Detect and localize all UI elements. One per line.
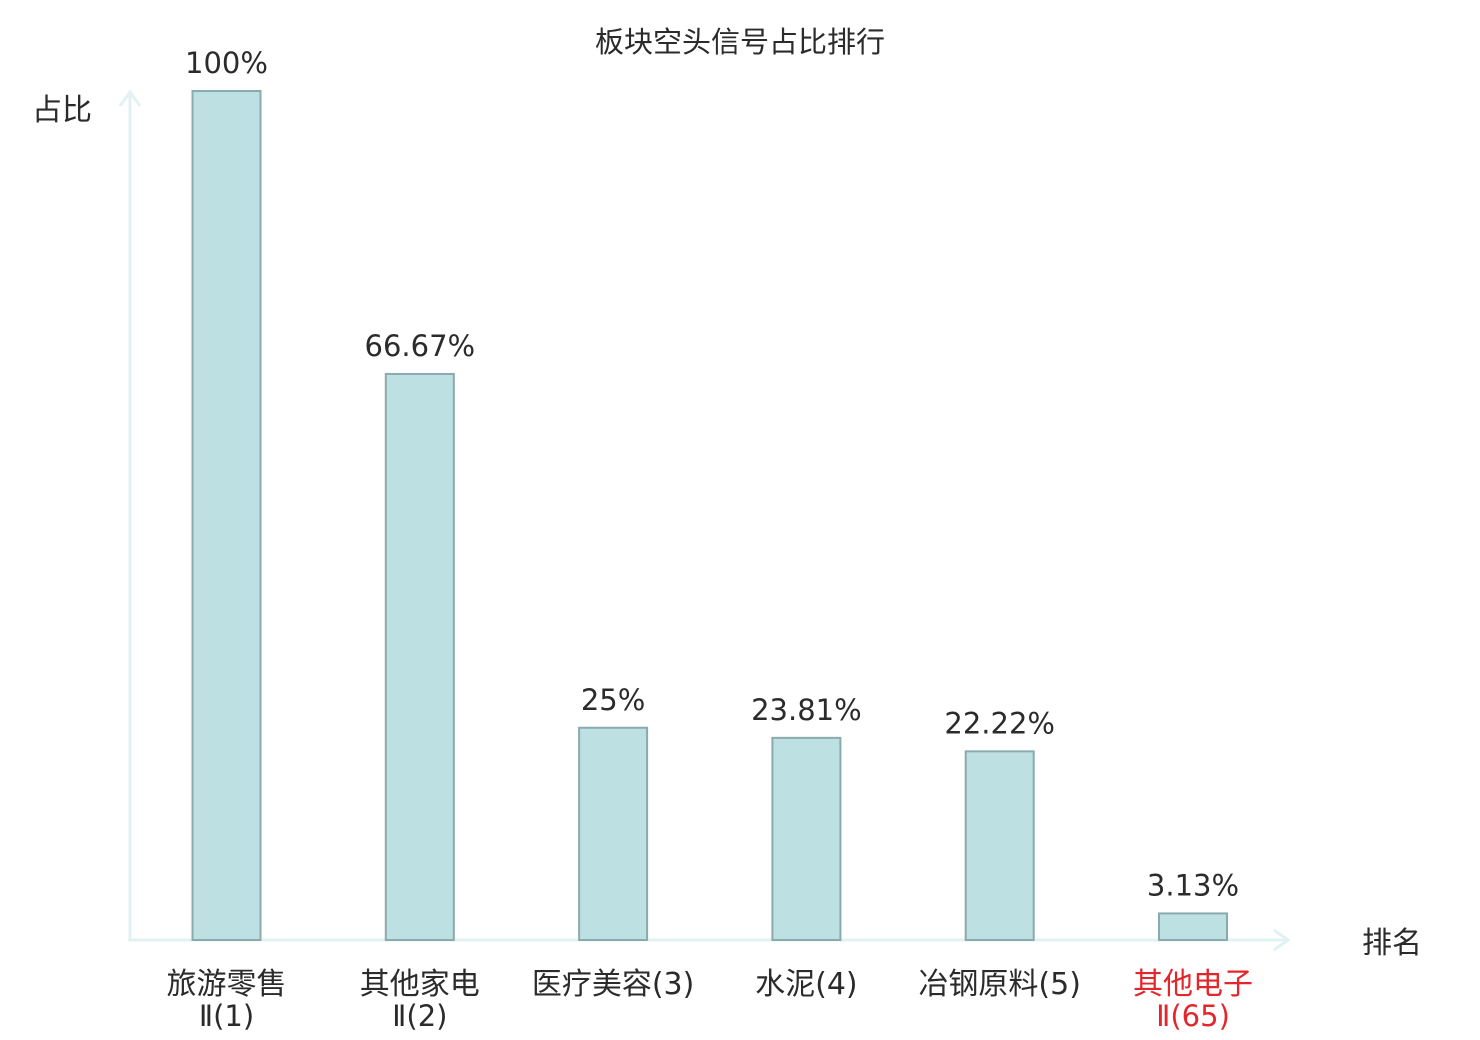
category-rank-label: Ⅱ(65) — [1156, 999, 1230, 1033]
value-label: 3.13% — [1147, 868, 1239, 902]
category-label: 医疗美容(3) — [532, 967, 695, 1002]
x-axis-arrow — [1273, 928, 1291, 952]
chart-title: 板块空头信号占比排行 — [595, 25, 885, 59]
bar — [384, 372, 455, 942]
axes — [118, 89, 1291, 952]
y-axis-label: 占比 — [32, 93, 92, 128]
bar — [964, 750, 1035, 941]
bar — [1158, 912, 1228, 941]
category-label: 水泥(4) — [755, 967, 858, 1002]
y-axis-arrow — [118, 89, 142, 107]
value-label: 100% — [185, 46, 268, 80]
bar — [771, 736, 842, 941]
x-axis-label: 排名 — [1362, 926, 1422, 961]
value-label: 22.22% — [944, 706, 1055, 740]
value-label: 23.81% — [751, 693, 862, 727]
bar — [578, 726, 649, 941]
category-rank-label: Ⅱ(1) — [199, 999, 254, 1033]
value-label: 25% — [581, 683, 645, 717]
bars — [191, 90, 1228, 942]
category-label: 其他电子 — [1133, 967, 1253, 1002]
value-labels: 100% 66.67% 25% 23.81% 22.22% 3.13% — [185, 46, 1239, 902]
category-label: 其他家电 — [360, 967, 480, 1002]
category-label: 冶钢原料(5) — [918, 967, 1081, 1002]
value-label: 66.67% — [365, 329, 476, 363]
category-label: 旅游零售 — [167, 967, 287, 1002]
bar — [191, 90, 262, 941]
category-rank-label: Ⅱ(2) — [392, 999, 447, 1033]
